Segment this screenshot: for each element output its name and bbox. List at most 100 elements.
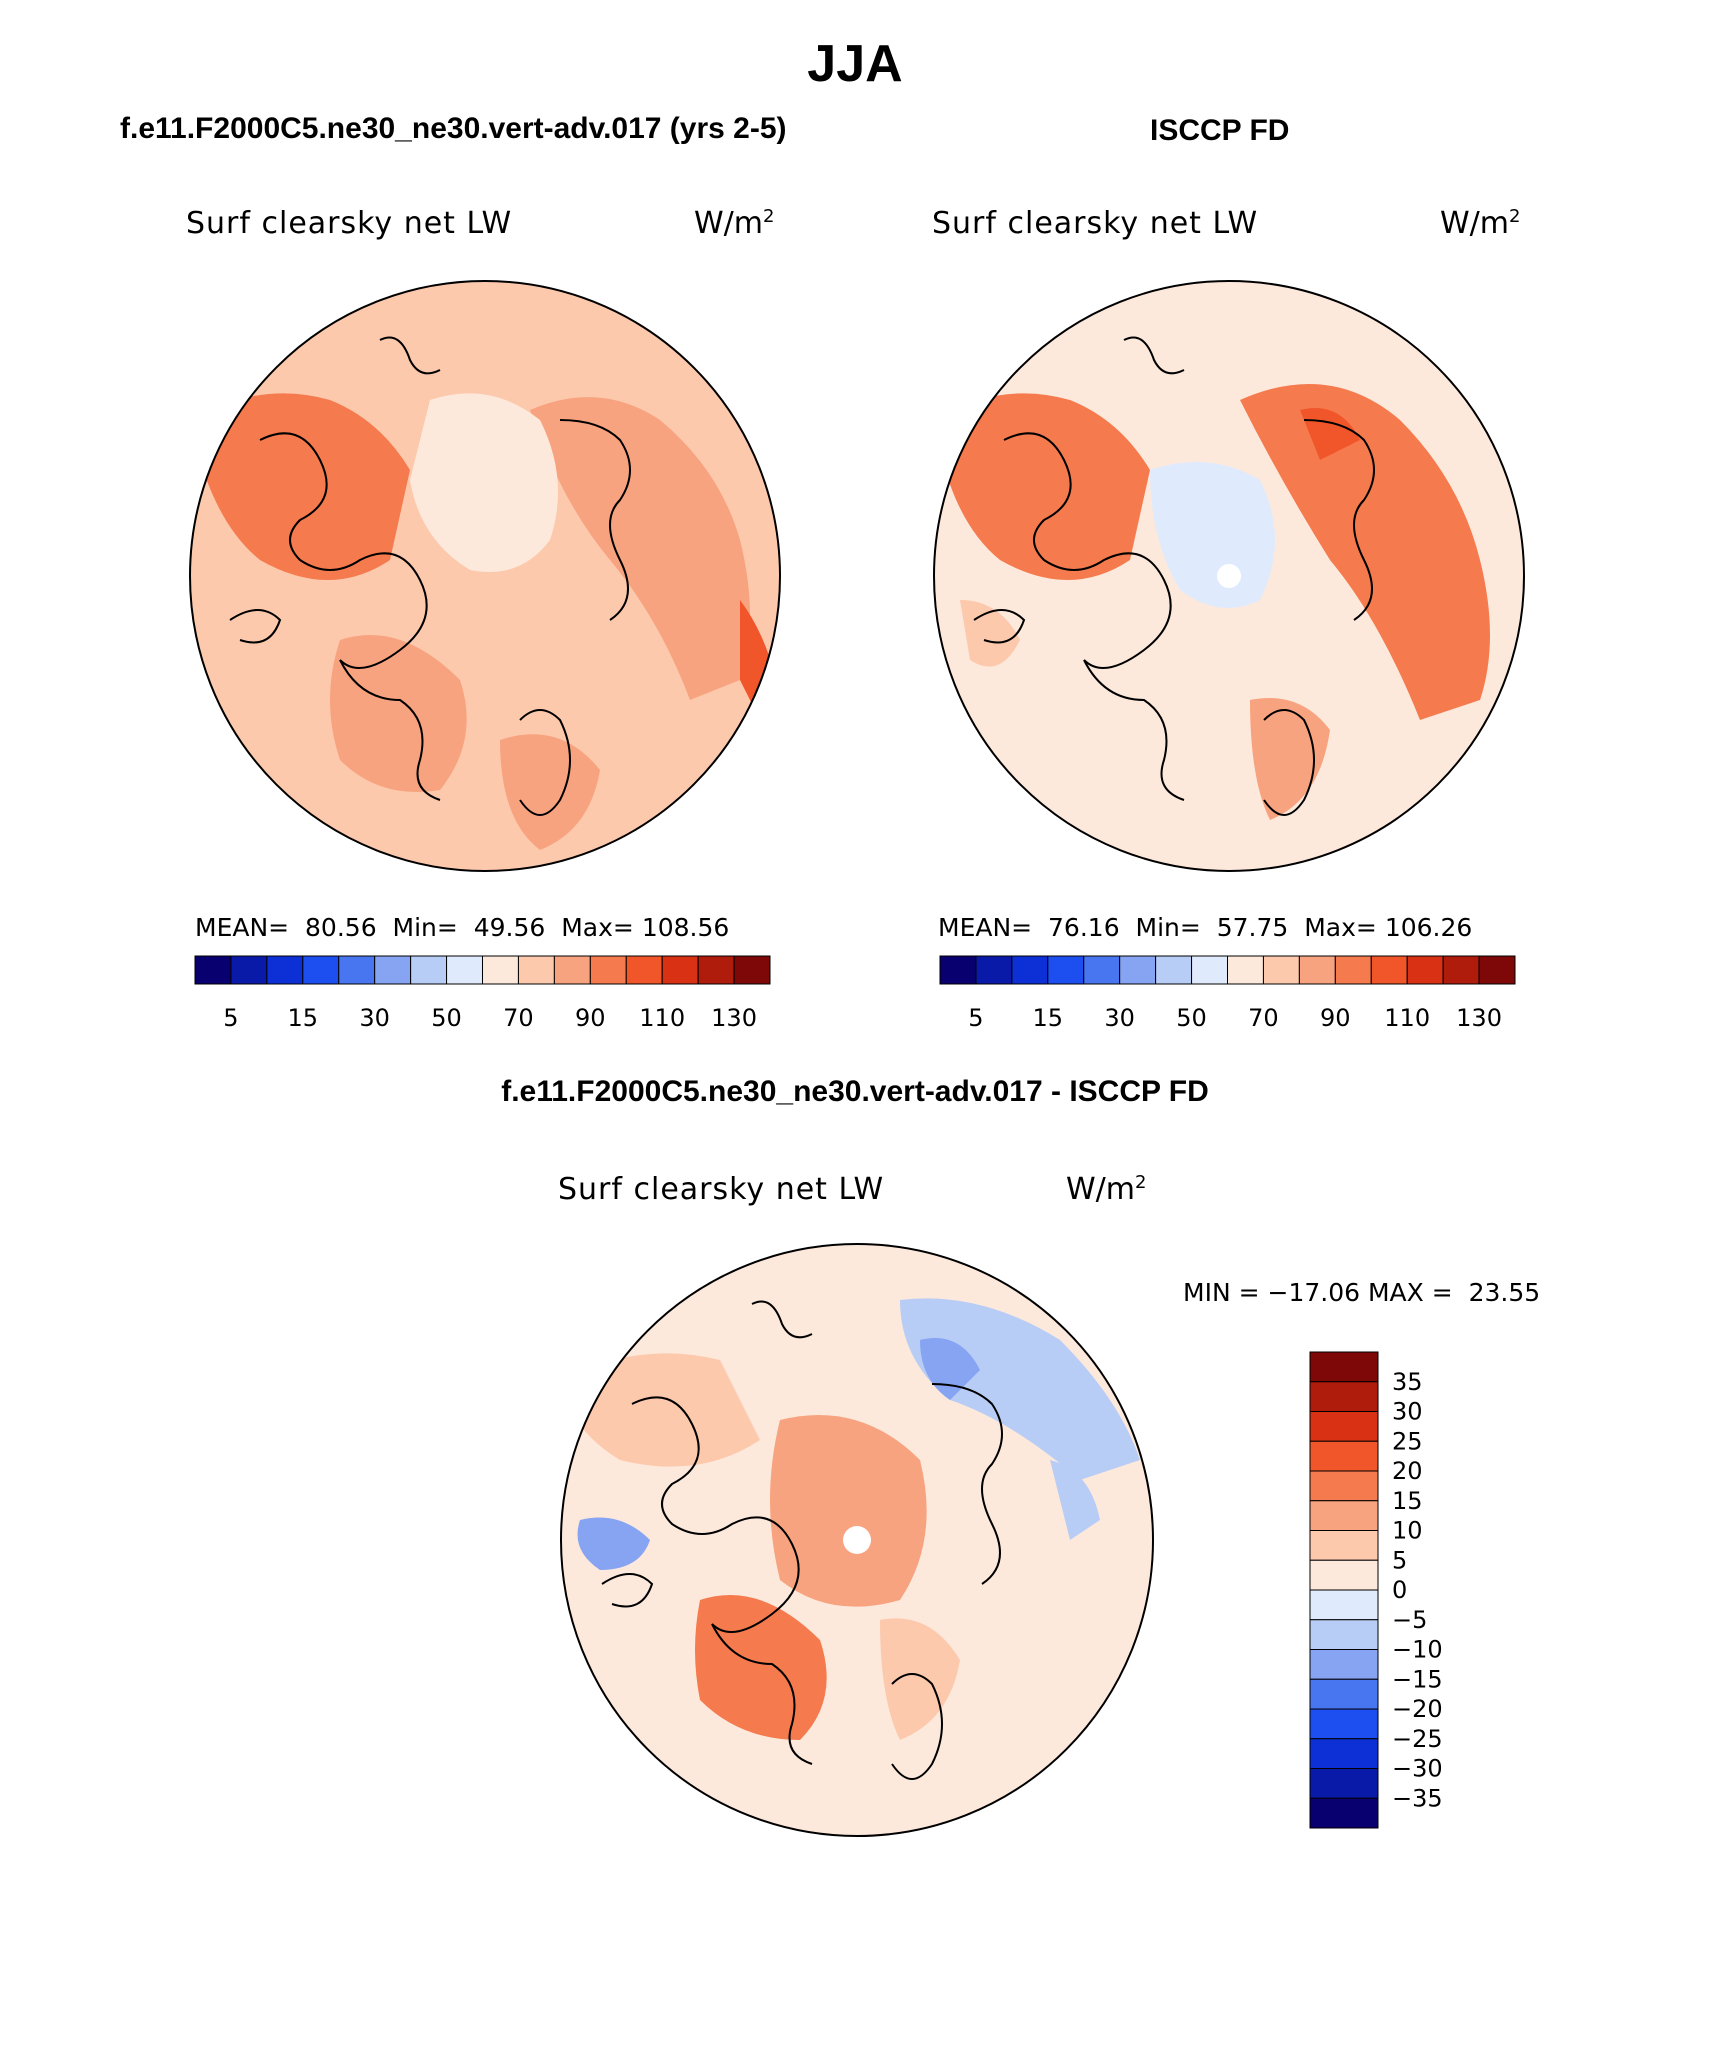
colorbar-box <box>1334 955 1372 985</box>
colorbar-box <box>230 955 268 985</box>
colorbar-box <box>939 955 977 985</box>
colorbar-tick-label: 30 <box>1392 1398 1423 1426</box>
colorbar-box <box>374 955 412 985</box>
right-coastlines <box>973 336 1375 816</box>
colorbar-tick-label: 130 <box>711 1004 757 1032</box>
right-panel-header: ISCCP FD <box>1150 114 1290 147</box>
colorbar-box <box>1309 1619 1379 1650</box>
colorbar-tick-label: 0 <box>1392 1576 1407 1604</box>
colorbar-tick-label: 10 <box>1392 1517 1423 1545</box>
colorbar-box <box>1298 955 1336 985</box>
colorbar-box <box>1309 1440 1379 1472</box>
colorbar-box <box>1442 955 1480 985</box>
diff-min: −17.06 <box>1267 1278 1361 1307</box>
colorbar-box <box>1309 1768 1379 1799</box>
colorbar-tick-label: 70 <box>1248 1004 1279 1032</box>
left-colorbar: 5 15 30 50 70 90 110 130 <box>194 955 771 1032</box>
diff-min-label: MIN = <box>1183 1278 1260 1307</box>
colorbar-box <box>194 955 232 985</box>
region-pacific-cool <box>1050 1460 1100 1540</box>
region-siberia <box>900 1298 1140 1480</box>
diff-max-label: MAX = <box>1367 1278 1453 1307</box>
colorbar-tick-label: 90 <box>1320 1004 1351 1032</box>
colorbar-box <box>410 955 448 985</box>
diff-plot-title: Surf clearsky net LW <box>558 1172 885 1207</box>
left-stats: MEAN= 80.56 Min= 49.56 Max= 108.56 <box>195 913 729 942</box>
right-missing-pole <box>1217 564 1241 588</box>
colorbar-tick-label: 50 <box>431 1004 462 1032</box>
colorbar-box <box>1083 955 1121 985</box>
colorbar-box <box>1309 1649 1379 1680</box>
right-max: 106.26 <box>1384 913 1473 942</box>
colorbar-box <box>517 955 555 985</box>
colorbar-box <box>1309 1500 1379 1531</box>
colorbar-box <box>1478 955 1516 985</box>
colorbar-box <box>302 955 340 985</box>
diff-map-border <box>560 1243 1154 1837</box>
colorbar-box <box>1309 1351 1379 1383</box>
colorbar-box <box>1155 955 1193 985</box>
colorbar-tick-label: 25 <box>1392 1427 1423 1455</box>
colorbar-tick-label: −35 <box>1392 1784 1443 1812</box>
left-mean-label: MEAN= <box>195 913 290 942</box>
right-mean: 76.16 <box>1048 913 1120 942</box>
colorbar-tick-label: 20 <box>1392 1457 1423 1485</box>
left-plot-units: W/m2 <box>694 206 775 241</box>
colorbar-box <box>1309 1797 1379 1829</box>
colorbar-box <box>338 955 376 985</box>
colorbar-tick-label: 5 <box>968 1004 983 1032</box>
colorbar-tick-label: 90 <box>575 1004 606 1032</box>
diff-missing-pole <box>843 1526 871 1554</box>
colorbar-tick-label: 5 <box>1392 1546 1407 1574</box>
region-hudson <box>960 600 1020 667</box>
colorbar-box <box>1309 1411 1379 1442</box>
colorbar-box <box>661 955 699 985</box>
colorbar-tick-label: 50 <box>1176 1004 1207 1032</box>
right-colorbar: 5 15 30 50 70 90 110 130 <box>939 955 1516 1032</box>
colorbar-box <box>1406 955 1444 985</box>
colorbar-box <box>1047 955 1085 985</box>
colorbar-box <box>625 955 663 985</box>
region-north-atlantic <box>500 734 600 850</box>
colorbar-box <box>266 955 304 985</box>
colorbar-box <box>1309 1530 1379 1561</box>
region-arctic-center <box>1150 462 1275 608</box>
right-stats: MEAN= 76.16 Min= 57.75 Max= 106.26 <box>938 913 1472 942</box>
colorbar-tick-label: −15 <box>1392 1665 1443 1693</box>
region-arctic-center <box>770 1415 927 1607</box>
colorbar-tick-label: 70 <box>503 1004 534 1032</box>
left-min: 49.56 <box>473 913 546 942</box>
colorbar-box <box>1262 955 1300 985</box>
left-plot-title: Surf clearsky net LW <box>186 206 513 241</box>
colorbar-box <box>1309 1470 1379 1502</box>
right-min: 57.75 <box>1216 913 1289 942</box>
diff-panel-header: f.e11.F2000C5.ne30_ne30.vert-adv.017 - I… <box>501 1075 1209 1108</box>
region-siberia <box>1240 384 1490 720</box>
colorbar-tick-label: −25 <box>1392 1725 1443 1753</box>
colorbar-box <box>1191 955 1228 985</box>
colorbar-box <box>1309 1678 1379 1710</box>
left-polar-map <box>190 281 780 871</box>
colorbar-tick-label: −30 <box>1392 1755 1443 1783</box>
colorbar-box <box>589 955 627 985</box>
colorbar-box <box>446 955 483 985</box>
colorbar-box <box>975 955 1013 985</box>
left-max-label: Max= <box>561 913 634 942</box>
colorbar-box <box>1370 955 1408 985</box>
region-alaska <box>561 1353 760 1467</box>
left-coastlines <box>229 336 631 816</box>
colorbar-box <box>482 955 519 985</box>
diff-stats: MIN = −17.06 MAX = 23.55 <box>1183 1278 1540 1307</box>
colorbar-box <box>1011 955 1049 985</box>
colorbar-tick-label: 110 <box>1384 1004 1430 1032</box>
figure-title: JJA <box>807 35 903 93</box>
colorbar-box <box>1309 1559 1379 1591</box>
left-map-border <box>189 280 781 872</box>
colorbar-tick-label: 15 <box>1392 1487 1423 1515</box>
region-hudson-bay <box>577 1517 650 1570</box>
colorbar-tick-label: 110 <box>639 1004 685 1032</box>
colorbar-tick-label: −10 <box>1392 1636 1443 1664</box>
region-siberia <box>530 397 750 700</box>
